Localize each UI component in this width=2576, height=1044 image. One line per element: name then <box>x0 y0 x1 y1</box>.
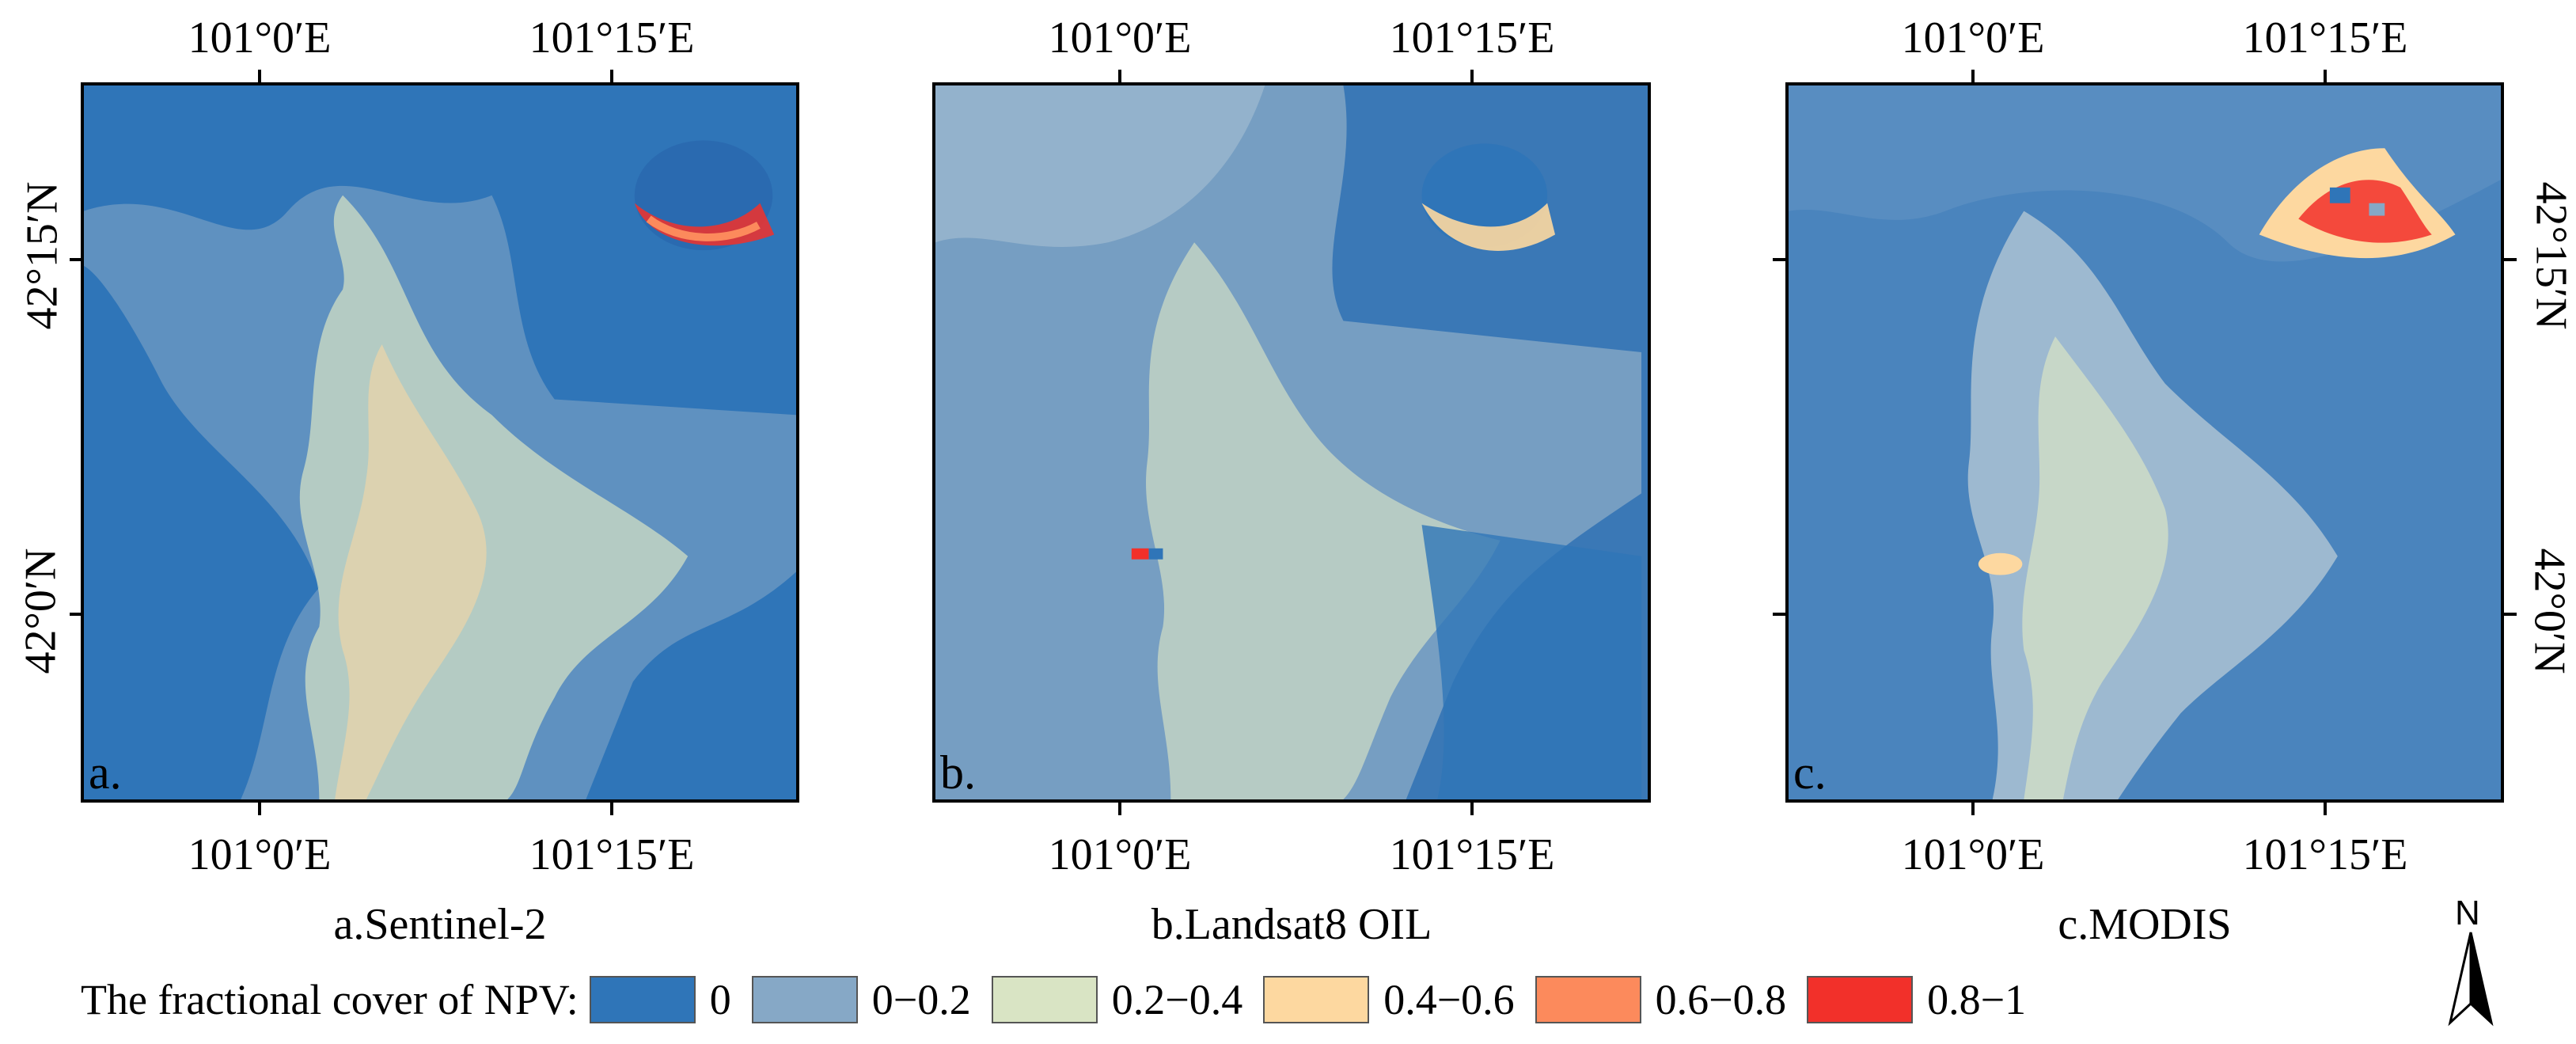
legend-swatch <box>1535 976 1641 1023</box>
bottom-lon-label-1: 101°0′E <box>188 830 332 879</box>
tick <box>1470 803 1474 815</box>
legend-item: 0.4−0.6 <box>1263 975 1515 1024</box>
tick <box>70 613 82 616</box>
tick <box>1118 803 1121 815</box>
tick <box>2324 70 2327 82</box>
left-lat-label-1: 42°15′N <box>17 181 67 330</box>
tick <box>2504 613 2517 616</box>
tick <box>258 70 261 82</box>
panel-letter-b: b. <box>940 746 976 799</box>
tick <box>2504 258 2517 261</box>
tick <box>610 70 613 82</box>
legend-item: 0 <box>589 975 731 1024</box>
legend-swatch <box>1807 976 1914 1023</box>
legend-items: 0 0−0.2 0.2−0.4 0.4−0.6 0.6−0.8 0.8−1 <box>589 975 2026 1024</box>
tick <box>258 803 261 815</box>
tick <box>70 258 82 261</box>
legend-label: 0.8−1 <box>1927 976 2027 1023</box>
legend-label: 0 <box>709 976 731 1023</box>
legend-title: The fractional cover of NPV: <box>81 976 579 1023</box>
bottom-lon-label-2: 101°15′E <box>529 830 695 879</box>
map-raster <box>84 85 796 799</box>
tick <box>610 803 613 815</box>
caption-landsat8: b.Landsat8 OIL <box>1151 900 1432 949</box>
legend-label: 0.6−0.8 <box>1655 976 1787 1023</box>
north-arrow-icon <box>2448 932 2494 1027</box>
legend-item: 0.6−0.8 <box>1535 975 1786 1024</box>
tick <box>1773 613 1785 616</box>
map-sentinel-2: a. <box>81 82 799 803</box>
right-lat-label-1: 42°15′N <box>2526 181 2576 330</box>
map-modis: c. <box>1785 82 2504 803</box>
tick <box>1773 258 1785 261</box>
legend-swatch <box>991 976 1098 1023</box>
top-lon-label-1: 101°0′E <box>1901 13 2045 63</box>
legend-item: 0−0.2 <box>751 975 971 1024</box>
caption-modis: c.MODIS <box>2058 900 2232 949</box>
tick <box>2324 803 2327 815</box>
top-lon-label-2: 101°15′E <box>1389 13 1555 63</box>
legend-item: 0.8−1 <box>1807 975 2026 1024</box>
legend-swatch <box>751 976 858 1023</box>
panel-letter-c: c. <box>1793 746 1827 799</box>
tick <box>1971 803 1975 815</box>
tick <box>1470 70 1474 82</box>
tick <box>1118 70 1121 82</box>
map-raster <box>1789 85 2501 799</box>
bottom-lon-label-2: 101°15′E <box>1389 830 1555 879</box>
legend-label: 0.2−0.4 <box>1111 976 1243 1023</box>
top-lon-label-1: 101°0′E <box>188 13 332 63</box>
legend-label: 0−0.2 <box>871 976 971 1023</box>
panel-letter-a: a. <box>89 746 122 799</box>
tick <box>1971 70 1975 82</box>
top-lon-label-2: 101°15′E <box>529 13 695 63</box>
north-label: N <box>2455 894 2480 932</box>
legend-swatch <box>1263 976 1370 1023</box>
left-lat-label-2: 42°0′N <box>16 548 66 674</box>
legend-swatch <box>589 976 696 1023</box>
legend: The fractional cover of NPV: 0 0−0.2 0.2−0… <box>81 974 2026 1026</box>
bottom-lon-label-1: 101°0′E <box>1901 830 2045 879</box>
legend-item: 0.2−0.4 <box>991 975 1243 1024</box>
bottom-lon-label-1: 101°0′E <box>1048 830 1192 879</box>
top-lon-label-2: 101°15′E <box>2242 13 2408 63</box>
caption-sentinel-2: a.Sentinel-2 <box>333 900 547 949</box>
map-landsat8: b. <box>932 82 1651 803</box>
bottom-lon-label-2: 101°15′E <box>2242 830 2408 879</box>
top-lon-label-1: 101°0′E <box>1048 13 1192 63</box>
right-lat-label-2: 42°0′N <box>2525 548 2574 674</box>
map-raster <box>935 85 1648 799</box>
legend-label: 0.4−0.6 <box>1383 976 1515 1023</box>
